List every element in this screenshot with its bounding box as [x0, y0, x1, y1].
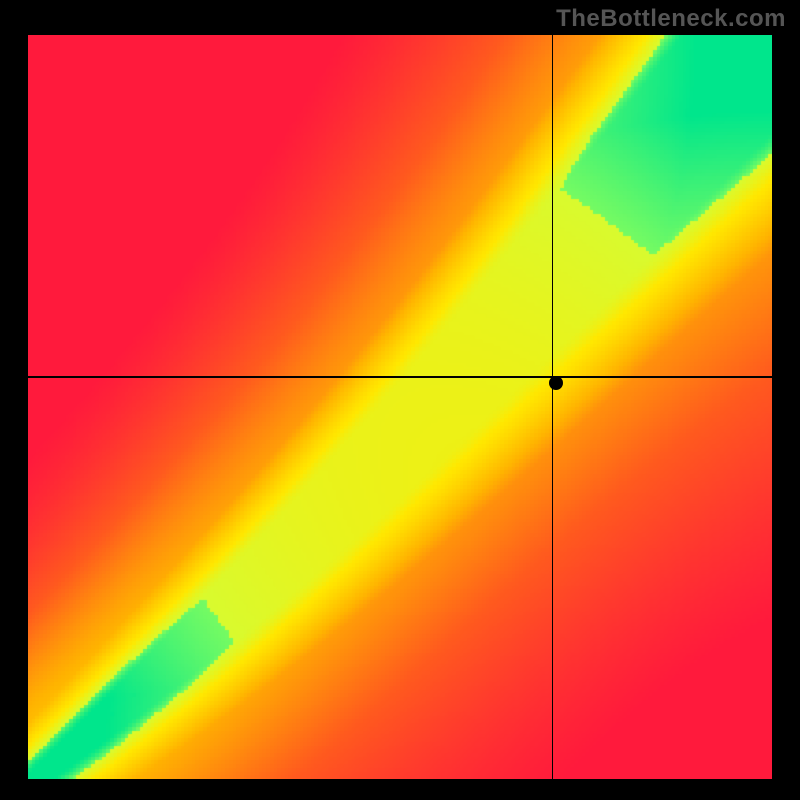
crosshair-horizontal: [28, 376, 772, 378]
heatmap-plot: [28, 35, 772, 779]
watermark-text: TheBottleneck.com: [556, 5, 786, 33]
marker-point: [549, 376, 563, 390]
crosshair-vertical: [552, 35, 554, 779]
chart-container: TheBottleneck.com: [0, 0, 800, 800]
heatmap-canvas: [28, 35, 772, 779]
